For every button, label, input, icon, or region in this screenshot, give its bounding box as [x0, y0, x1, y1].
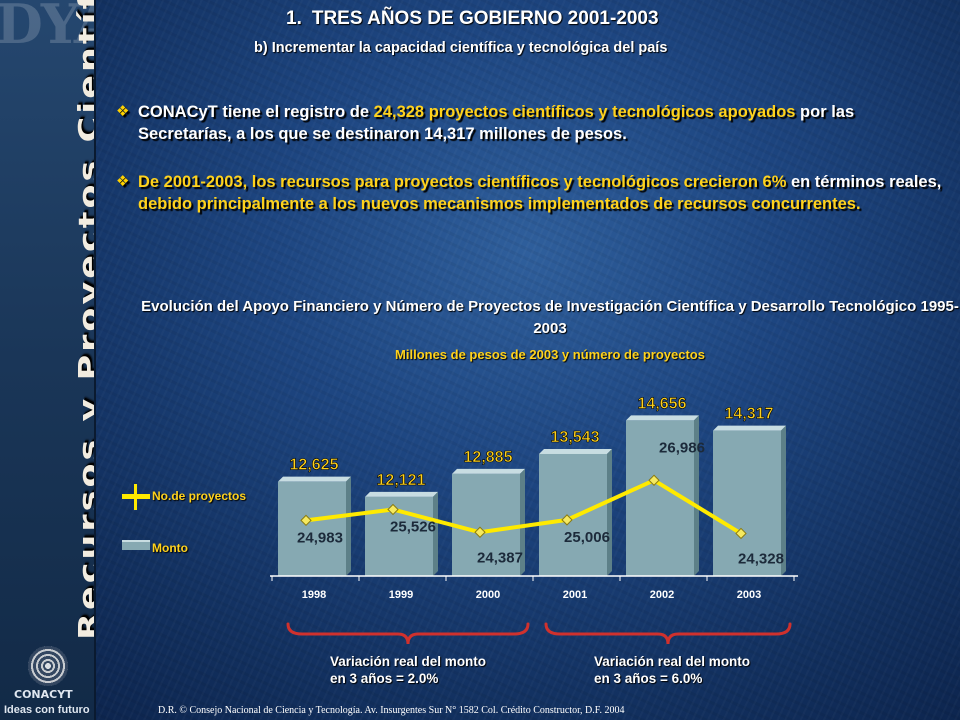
footer-copyright: D.R. © Consejo Nacional de Ciencia y Tec… [158, 705, 625, 716]
bullet-2-seg-2: en términos reales, [786, 173, 942, 191]
x-tick-label: 2003 [737, 589, 761, 601]
page-subtitle: b) Incrementar la capacidad científica y… [254, 40, 668, 56]
x-tick-label: 2001 [563, 589, 587, 601]
bullet-2: ❖ De 2001-2003, los recursos para proyec… [116, 171, 950, 215]
bar-value-label: 12,625 [290, 457, 339, 474]
title-text: TRES AÑOS DE GOBIERNO 2001-2003 [311, 8, 659, 29]
variation-1-line-1: Variación real del monto [330, 654, 487, 669]
legend-line-marker-icon [134, 484, 137, 510]
bar-value-label: 14,656 [638, 395, 687, 412]
bullet-1: ❖ CONACyT tiene el registro de 24,328 pr… [116, 101, 950, 145]
bar-side-face [694, 415, 699, 576]
line-value-label: 25,006 [564, 529, 610, 546]
bar-side-face [520, 468, 525, 576]
bar-top-face [452, 468, 525, 474]
diamond-bullet-icon: ❖ [116, 173, 130, 190]
brace-1998-2000 [286, 622, 530, 645]
sidebar-banner: DYA Recursos y Proyectos Científicos y T… [0, 0, 96, 720]
logo-tagline: Ideas con futuro [4, 704, 90, 716]
bullet-1-seg-1: CONACyT tiene el registro de [138, 103, 374, 121]
bar-side-face [781, 425, 786, 576]
bar-top-face [539, 448, 612, 454]
variation-1-line-2: en 3 años = 2.0% [330, 671, 439, 686]
variation-2-line-2: en 3 años = 6.0% [594, 671, 703, 686]
bullet-2-text: De 2001-2003, los recursos para proyecto… [120, 171, 950, 215]
conacyt-logo-icon [28, 646, 68, 686]
x-tick-label: 2002 [650, 589, 674, 601]
line-value-label: 25,526 [390, 518, 436, 535]
title-number: 1. [286, 8, 302, 29]
brace-2001-2003 [544, 622, 792, 645]
variation-note-1: Variación real del monto en 3 años = 2.0… [330, 653, 486, 687]
bar [452, 473, 520, 576]
bullet-2-seg-1: De 2001-2003, los recursos para proyecto… [138, 173, 787, 191]
chart-subtitle: Millones de pesos de 2003 y número de pr… [395, 347, 705, 362]
bar-side-face [346, 476, 351, 576]
bar-value-label: 12,885 [464, 449, 513, 466]
bullet-1-seg-3: por las Secretarías, a los que se destin… [138, 103, 855, 143]
bar-value-label: 14,317 [725, 406, 774, 423]
line-value-label: 24,983 [297, 529, 343, 546]
variation-note-2: Variación real del monto en 3 años = 6.0… [594, 653, 750, 687]
bar-top-face [626, 415, 699, 421]
line-point [387, 503, 399, 516]
bar [713, 430, 781, 576]
bar-value-label: 13,543 [551, 429, 600, 446]
bullet-2-seg-3: debido principalmente a los nuevos mecan… [138, 195, 861, 213]
line-point [300, 514, 312, 527]
line-value-label: 24,328 [738, 550, 784, 567]
bullet-1-seg-2: 24,328 proyectos científicos y tecnológi… [373, 103, 796, 121]
bar-top-face [713, 425, 786, 431]
line-point [735, 527, 747, 540]
variation-2-line-1: Variación real del monto [594, 654, 751, 669]
line-value-label: 24,387 [477, 549, 523, 566]
line-point [561, 514, 573, 526]
line-point [648, 474, 660, 486]
diamond-bullet-icon: ❖ [116, 103, 130, 120]
logo-text: CONACYT [14, 688, 73, 701]
bar-top-face [278, 476, 351, 482]
x-tick-label: 1999 [389, 589, 413, 601]
legend-line-label: No.de proyectos [152, 489, 247, 503]
bullet-1-text: CONACyT tiene el registro de 24,328 proy… [120, 101, 950, 145]
bar-side-face [433, 491, 438, 576]
x-axis: 1998 1999 2000 2001 2002 2003 [270, 575, 798, 601]
bar-series: 12,625 12,121 12,885 13,543 14,656 14,317 [278, 395, 786, 576]
x-tick-label: 2000 [476, 589, 500, 601]
line-series: 24,983 25,526 24,387 25,006 26,986 24,328 [297, 439, 784, 567]
line-value-label: 26,986 [659, 439, 705, 456]
bar-side-face [607, 448, 612, 576]
page-title: 1. TRES AÑOS DE GOBIERNO 2001-2003 [286, 8, 659, 30]
sidebar-decorative-letters: DYA [0, 0, 94, 56]
legend-bar-label: Monto [152, 541, 188, 555]
braces [286, 622, 792, 645]
legend-bar-swatch [122, 540, 150, 550]
bar-value-label: 12,121 [377, 472, 426, 489]
x-tick-label: 1998 [302, 589, 326, 601]
line-path [305, 478, 743, 536]
bar [278, 481, 346, 576]
chart-title: Evolución del Apoyo Financiero y Número … [141, 298, 959, 337]
line-point [474, 526, 486, 538]
bar [365, 496, 433, 576]
bar-top-face [365, 491, 438, 497]
